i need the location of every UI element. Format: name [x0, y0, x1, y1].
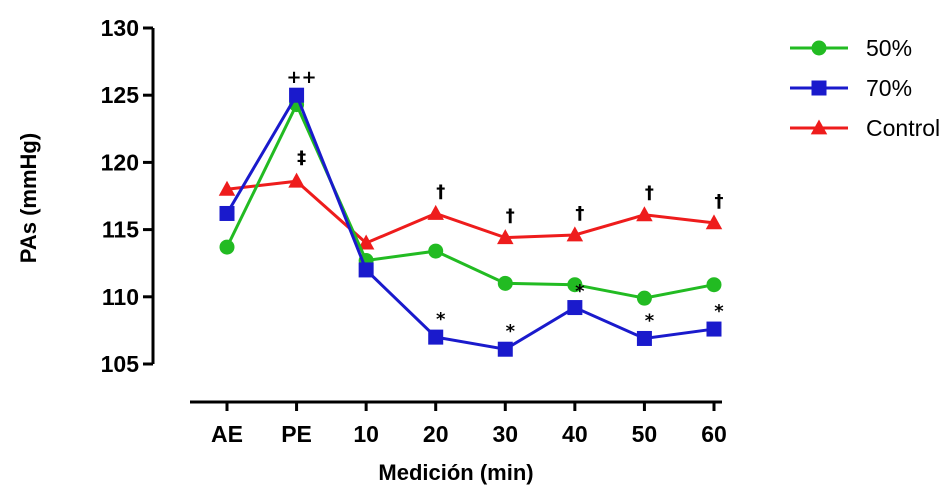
- legend-marker: [811, 80, 827, 96]
- series-line: [225, 101, 715, 300]
- significance-annotation: *: [575, 281, 585, 302]
- series-layer: [218, 87, 723, 357]
- data-point: [636, 290, 652, 306]
- y-axis-title: PAs (mmHg): [16, 133, 41, 263]
- x-tick-label: 30: [492, 421, 518, 447]
- significance-annotation: †: [436, 181, 445, 202]
- series-line: [225, 91, 715, 351]
- x-tick-label: 50: [632, 421, 658, 447]
- y-tick-label: 130: [101, 15, 139, 41]
- significance-annotation: †: [714, 191, 723, 212]
- y-axis-ticks: 105 110 115 120 125 130: [101, 15, 153, 377]
- data-point: [288, 172, 305, 188]
- legend: 50% 70% Control: [790, 35, 940, 141]
- series-70-pct: [219, 87, 722, 357]
- significance-annotation: †: [575, 203, 584, 224]
- x-tick-label: 20: [423, 421, 449, 447]
- legend-item: 70%: [790, 75, 912, 101]
- y-tick-label: 120: [101, 149, 139, 175]
- data-point: [497, 341, 513, 357]
- data-point: [567, 277, 583, 293]
- x-tick-label: 10: [353, 421, 379, 447]
- data-point: [636, 330, 652, 346]
- data-point: [428, 243, 444, 259]
- x-tick-label: PE: [281, 421, 312, 447]
- data-point: [218, 180, 236, 196]
- x-tick-label: AE: [211, 421, 243, 447]
- series-control: [218, 172, 723, 250]
- data-point: [567, 300, 583, 316]
- significance-annotation: †: [506, 206, 515, 227]
- significance-annotation: †: [645, 183, 654, 204]
- legend-label: 50%: [866, 35, 912, 61]
- data-point: [357, 234, 375, 250]
- significance-annotation: *: [436, 309, 446, 330]
- legend-label: Control: [866, 115, 940, 141]
- series-line: [226, 179, 715, 245]
- x-axis-title: Medición (min): [378, 460, 533, 485]
- legend-item: 50%: [790, 35, 912, 61]
- legend-marker: [811, 40, 827, 56]
- data-point: [427, 204, 444, 220]
- significance-annotation: ‡: [297, 148, 306, 169]
- data-point: [497, 275, 513, 291]
- data-point: [428, 329, 444, 345]
- x-tick-label: 40: [562, 421, 588, 447]
- y-tick-label: 115: [102, 217, 139, 243]
- data-point: [219, 205, 235, 221]
- data-point: [705, 214, 723, 230]
- legend-marker: [810, 119, 828, 135]
- data-point: [566, 226, 584, 242]
- legend-item: Control: [790, 115, 940, 141]
- x-axis-ticks: AE PE 10 20 30 40 50 60: [211, 402, 727, 447]
- significance-annotation: *: [714, 301, 724, 322]
- data-point: [289, 87, 305, 103]
- y-tick-label: 105: [101, 351, 140, 377]
- y-tick-label: 125: [101, 82, 140, 108]
- data-point: [706, 277, 722, 293]
- significance-annotation: *: [645, 310, 655, 331]
- data-point: [219, 239, 235, 255]
- x-tick-label: 60: [701, 421, 727, 447]
- data-point: [636, 206, 653, 222]
- y-tick-label: 110: [102, 284, 139, 310]
- data-point: [706, 321, 722, 337]
- legend-label: 70%: [866, 75, 912, 101]
- data-point: [358, 262, 374, 278]
- significance-annotation: ++: [286, 67, 316, 88]
- significance-annotation: *: [506, 321, 516, 342]
- annotation-layer: ++ ‡ † † † † † * * * * *: [286, 67, 724, 342]
- data-point: [497, 229, 514, 245]
